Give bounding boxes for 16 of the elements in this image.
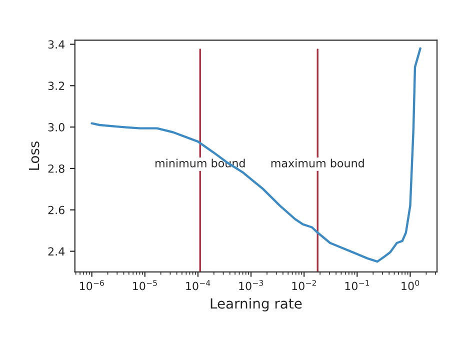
- y-tick-label: 2.6: [48, 206, 64, 214]
- x-tick-label: 10$^{−4}$: [186, 280, 210, 290]
- x-tick-label: 10$^{−6}$: [80, 280, 104, 290]
- y-tick-label: 2.8: [48, 164, 64, 173]
- y-axis-title: Loss: [28, 141, 40, 170]
- x-tick-label: 10$^{−3}$: [239, 280, 264, 290]
- y-tick-label: 3.4: [48, 40, 65, 49]
- ref-line-label: maximum bound: [271, 158, 364, 168]
- x-axis-title: Learning rate: [210, 298, 302, 312]
- x-tick-label: 10$^{0}$: [402, 280, 420, 290]
- y-tick-label: 2.4: [48, 247, 65, 256]
- x-tick-label: 10$^{−1}$: [345, 280, 370, 290]
- y-tick-label: 3.2: [48, 82, 64, 90]
- x-tick-label: 10$^{−5}$: [133, 280, 157, 290]
- x-tick-label: 10$^{−2}$: [292, 280, 316, 290]
- y-tick-label: 3.0: [48, 123, 64, 132]
